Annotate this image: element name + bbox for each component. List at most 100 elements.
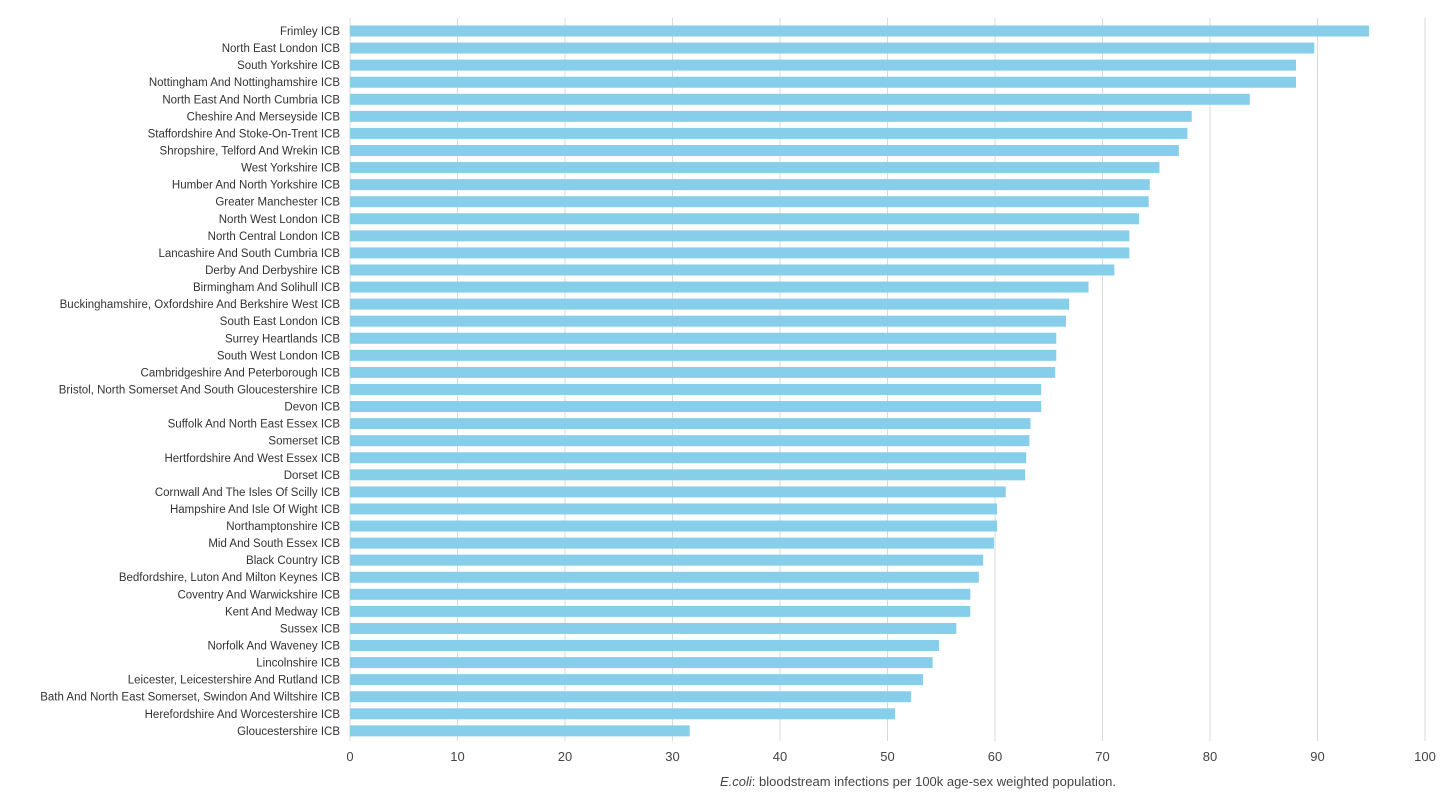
- category-label: Derby And Derbyshire ICB: [205, 265, 340, 277]
- category-label: Somerset ICB: [268, 436, 340, 448]
- category-label: Cheshire And Merseyside ICB: [187, 111, 341, 123]
- x-axis-title-rest: : bloodstream infections per 100k age-se…: [752, 774, 1116, 789]
- bar: [350, 622, 957, 634]
- bar: [350, 674, 923, 686]
- category-label: Surrey Heartlands ICB: [225, 333, 340, 345]
- category-label: Kent And Medway ICB: [225, 606, 340, 618]
- x-axis-title: E.coli: bloodstream infections per 100k …: [720, 774, 1116, 789]
- bar: [350, 332, 1057, 344]
- category-label: South Yorkshire ICB: [237, 60, 340, 72]
- category-label: Shropshire, Telford And Wrekin ICB: [160, 145, 341, 157]
- x-tick-label: 20: [558, 749, 572, 764]
- bar: [350, 315, 1066, 327]
- bar: [350, 383, 1042, 395]
- bars: [350, 25, 1370, 737]
- bar: [350, 179, 1150, 191]
- x-tick-label: 60: [988, 749, 1002, 764]
- bar: [350, 725, 690, 737]
- bar: [350, 127, 1188, 139]
- category-label: North East London ICB: [222, 43, 341, 55]
- category-label: Hampshire And Isle Of Wight ICB: [170, 504, 340, 516]
- category-label: Black Country ICB: [246, 555, 340, 567]
- category-label: Bedfordshire, Luton And Milton Keynes IC…: [119, 572, 341, 584]
- bar: [350, 59, 1296, 71]
- category-label: Bristol, North Somerset And South Glouce…: [59, 384, 341, 396]
- bar: [350, 571, 979, 583]
- category-label: Bath And North East Somerset, Swindon An…: [40, 692, 340, 704]
- x-tick-label: 10: [450, 749, 464, 764]
- category-label: Gloucestershire ICB: [237, 726, 340, 738]
- x-tick-label: 90: [1310, 749, 1324, 764]
- bar: [350, 554, 984, 566]
- category-label: Staffordshire And Stoke-On-Trent ICB: [148, 128, 341, 140]
- category-label: Coventry And Warwickshire ICB: [177, 589, 340, 601]
- bar: [350, 144, 1179, 156]
- category-label: North West London ICB: [219, 214, 341, 226]
- bar: [350, 281, 1089, 293]
- x-tick-label: 50: [880, 749, 894, 764]
- bar: [350, 640, 940, 652]
- category-label: Humber And North Yorkshire ICB: [172, 180, 340, 192]
- category-label: Herefordshire And Worcestershire ICB: [145, 709, 341, 721]
- category-label: Nottingham And Nottinghamshire ICB: [149, 77, 340, 89]
- bar: [350, 418, 1031, 430]
- bar: [350, 213, 1140, 225]
- x-tick-labels: 0 10 20 30 40 50 60 70 80 90 100: [346, 749, 1435, 764]
- category-label: Mid And South Essex ICB: [208, 538, 340, 550]
- category-label: West Yorkshire ICB: [241, 163, 340, 175]
- category-label: Lancashire And South Cumbria ICB: [158, 248, 340, 260]
- bar: [350, 264, 1115, 276]
- x-tick-label: 40: [773, 749, 787, 764]
- category-label: Hertfordshire And West Essex ICB: [164, 453, 340, 465]
- category-label: Cambridgeshire And Peterborough ICB: [141, 367, 341, 379]
- category-label: Norfolk And Waveney ICB: [207, 641, 340, 653]
- bar: [350, 469, 1026, 481]
- category-label: Greater Manchester ICB: [215, 197, 340, 209]
- bar: [350, 230, 1130, 242]
- bar: [350, 162, 1160, 174]
- bar: [350, 366, 1056, 378]
- category-label: Lincolnshire ICB: [256, 658, 340, 670]
- category-label: South West London ICB: [217, 350, 340, 362]
- bar: [350, 452, 1027, 464]
- bar: [350, 657, 933, 669]
- x-tick-label: 80: [1203, 749, 1217, 764]
- category-label: North Central London ICB: [208, 231, 341, 243]
- category-label: Birmingham And Solihull ICB: [193, 282, 340, 294]
- category-labels: Frimley ICB North East London ICB South Yo…: [40, 26, 340, 738]
- bar: [350, 247, 1130, 259]
- bar: [350, 196, 1149, 208]
- bar: [350, 605, 971, 617]
- category-label: Cornwall And The Isles Of Scilly ICB: [155, 487, 340, 499]
- category-label: Dorset ICB: [284, 470, 341, 482]
- category-label: Leicester, Leicestershire And Rutland IC…: [128, 675, 341, 687]
- bar: [350, 93, 1250, 105]
- category-label: Sussex ICB: [280, 623, 340, 635]
- category-label: Buckinghamshire, Oxfordshire And Berkshi…: [60, 299, 341, 311]
- bar: [350, 25, 1370, 37]
- bar: [350, 110, 1192, 122]
- bar: [350, 401, 1042, 413]
- category-label: North East And North Cumbria ICB: [162, 94, 340, 106]
- category-label: Frimley ICB: [280, 26, 340, 38]
- bar: [350, 520, 998, 532]
- bar: [350, 42, 1315, 54]
- bar: [350, 503, 998, 515]
- x-tick-label: 100: [1414, 749, 1436, 764]
- x-axis-title-italic: E.coli: [720, 774, 753, 789]
- category-label: South East London ICB: [220, 316, 341, 328]
- bar: [350, 537, 994, 549]
- category-label: Northamptonshire ICB: [226, 521, 340, 533]
- x-tick-label: 0: [346, 749, 353, 764]
- bar: [350, 298, 1070, 310]
- bar: [350, 349, 1057, 361]
- bar: [350, 486, 1006, 498]
- bar: [350, 708, 896, 720]
- category-label: Suffolk And North East Essex ICB: [168, 419, 341, 431]
- x-tick-label: 30: [665, 749, 679, 764]
- category-label: Devon ICB: [284, 402, 340, 414]
- bar: [350, 435, 1030, 447]
- bar: [350, 76, 1296, 88]
